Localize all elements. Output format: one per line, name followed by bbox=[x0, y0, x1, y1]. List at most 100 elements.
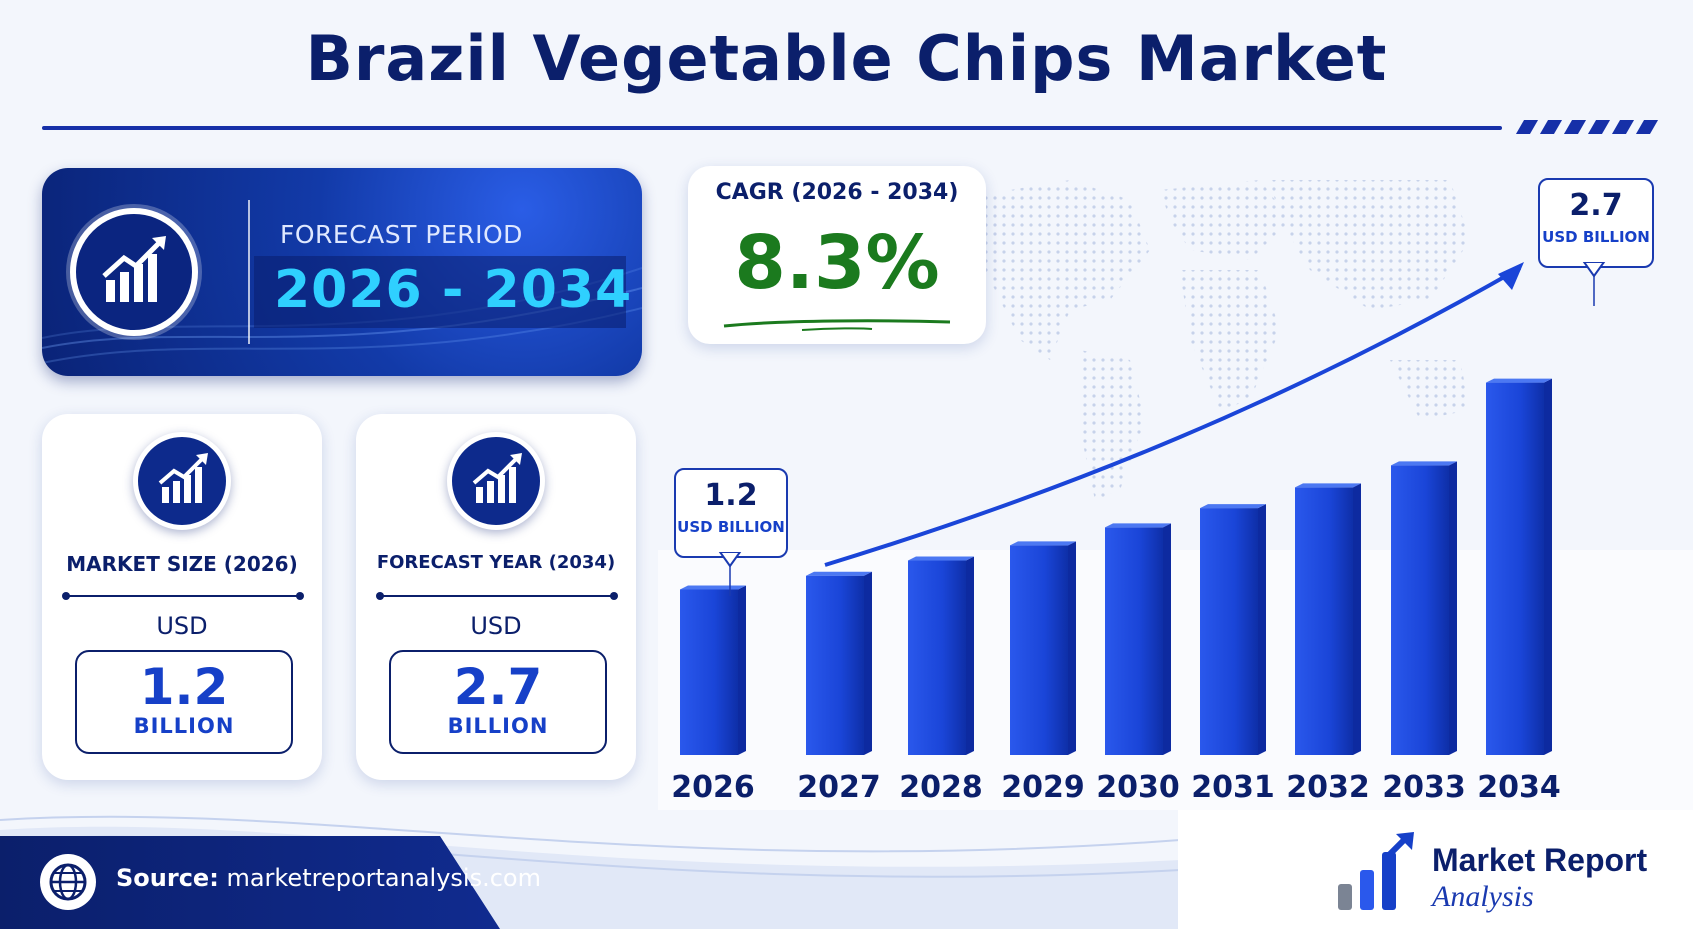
bar-2034 bbox=[1486, 378, 1552, 755]
bar-2026 bbox=[680, 585, 746, 755]
bar-top bbox=[1391, 461, 1457, 466]
title-stripe bbox=[1635, 120, 1659, 134]
callout-value: 2.7 bbox=[1569, 188, 1623, 223]
forecast-year-currency: USD bbox=[470, 612, 522, 640]
cagr-label: CAGR (2026 - 2034) bbox=[715, 180, 959, 205]
market-size-label: MARKET SIZE (2026) bbox=[66, 552, 298, 576]
world-map-backdrop bbox=[950, 180, 1470, 500]
x-tick-label: 2027 bbox=[797, 770, 881, 805]
title-rule bbox=[42, 126, 1502, 130]
forecast-period-banner: FORECAST PERIOD 2026 - 2034 bbox=[42, 168, 642, 376]
bar-chart: 2026 2027 2028 2029 2030 2031 2032 2033 2034 bbox=[658, 262, 1693, 810]
forecast-year-value-box: 2.7 BILLION bbox=[389, 650, 607, 754]
bar-side bbox=[864, 571, 872, 755]
bar-2032 bbox=[1295, 483, 1361, 755]
bar-top bbox=[1486, 378, 1552, 383]
trend-arrowhead bbox=[1498, 262, 1524, 290]
globe-icon bbox=[40, 854, 96, 910]
banner-divider bbox=[248, 200, 250, 344]
callout-unit: USD BILLION bbox=[1542, 228, 1650, 246]
title-stripe bbox=[1611, 120, 1635, 134]
logo-subtitle: Analysis bbox=[1432, 880, 1534, 913]
x-tick-label: 2032 bbox=[1286, 770, 1370, 805]
growth-chart-icon bbox=[447, 432, 545, 530]
title-stripe bbox=[1515, 120, 1539, 134]
source-label: Source: bbox=[116, 864, 219, 892]
bar-side bbox=[1353, 483, 1361, 755]
callout-pointer bbox=[1582, 262, 1606, 306]
bar-front bbox=[1391, 465, 1449, 755]
x-tick-label: 2026 bbox=[671, 770, 755, 805]
market-size-unit: BILLION bbox=[133, 714, 235, 738]
bar-front bbox=[1105, 527, 1163, 755]
forecast-range-box bbox=[254, 256, 626, 328]
bar-side bbox=[1544, 378, 1552, 755]
bar-top bbox=[1200, 504, 1266, 509]
bar-top bbox=[908, 556, 974, 561]
forecast-year-label: FORECAST YEAR (2034) bbox=[376, 552, 616, 573]
logo-area bbox=[1178, 810, 1693, 929]
trend-arrow bbox=[824, 266, 1521, 567]
callout-unit: USD BILLION bbox=[677, 518, 785, 536]
bar-side bbox=[1163, 523, 1171, 755]
source-text: Source: marketreportanalysis.com bbox=[116, 864, 541, 892]
forecast-range-value: 2026 - 2034 bbox=[274, 260, 633, 320]
card-rule bbox=[380, 595, 614, 597]
bar-side bbox=[738, 585, 746, 755]
bar-2033 bbox=[1391, 461, 1457, 755]
cagr-value: 8.3% bbox=[734, 220, 940, 306]
x-tick-label: 2029 bbox=[1001, 770, 1085, 805]
growth-chart-icon bbox=[133, 432, 231, 530]
bar-top bbox=[1295, 483, 1361, 488]
forecast-year-value: 2.7 bbox=[453, 658, 543, 716]
source-url[interactable]: marketreportanalysis.com bbox=[226, 864, 541, 892]
title-stripe bbox=[1539, 120, 1563, 134]
bar-2029 bbox=[1010, 541, 1076, 755]
bar-front bbox=[1486, 382, 1544, 755]
market-report-logo-icon bbox=[1338, 832, 1414, 910]
bar-2027 bbox=[806, 571, 872, 755]
callout-value: 1.2 bbox=[704, 478, 758, 513]
card-rule bbox=[66, 595, 300, 597]
market-size-currency: USD bbox=[156, 612, 208, 640]
bar-top bbox=[1010, 541, 1076, 546]
bar-side bbox=[1449, 461, 1457, 755]
bar-front bbox=[1200, 508, 1258, 755]
forecast-year-unit: BILLION bbox=[447, 714, 549, 738]
cagr-underline-swoosh bbox=[723, 319, 951, 331]
forecast-year-card: FORECAST YEAR (2034) USD 2.7 BILLION bbox=[356, 414, 636, 780]
bar-front bbox=[806, 575, 864, 755]
bar-front bbox=[1295, 487, 1353, 755]
callout-2034: 2.7 USD BILLION bbox=[1538, 178, 1654, 268]
bar-top bbox=[1105, 523, 1171, 528]
bar-front bbox=[908, 560, 966, 755]
market-size-value: 1.2 bbox=[139, 658, 229, 716]
x-tick-label: 2033 bbox=[1382, 770, 1466, 805]
bar-2028 bbox=[908, 556, 974, 755]
x-tick-label: 2030 bbox=[1096, 770, 1180, 805]
bar-top bbox=[806, 571, 872, 576]
market-size-value-box: 1.2 BILLION bbox=[75, 650, 293, 754]
bar-front bbox=[680, 589, 738, 755]
bar-front bbox=[1010, 545, 1068, 755]
x-tick-label: 2034 bbox=[1477, 770, 1561, 805]
bar-side bbox=[1068, 541, 1076, 755]
title-stripe bbox=[1587, 120, 1611, 134]
market-size-card: MARKET SIZE (2026) USD 1.2 BILLION bbox=[42, 414, 322, 780]
callout-pointer bbox=[718, 552, 742, 596]
page-title: Brazil Vegetable Chips Market bbox=[305, 22, 1388, 95]
x-tick-label: 2028 bbox=[899, 770, 983, 805]
cagr-card: CAGR (2026 - 2034) 8.3% bbox=[688, 166, 986, 344]
rule-dot bbox=[610, 592, 618, 600]
bar-2031 bbox=[1200, 504, 1266, 755]
bar-2030 bbox=[1105, 523, 1171, 755]
bar-side bbox=[1258, 504, 1266, 755]
x-tick-label: 2031 bbox=[1191, 770, 1275, 805]
callout-2026: 1.2 USD BILLION bbox=[674, 468, 788, 558]
rule-dot bbox=[296, 592, 304, 600]
forecast-period-label: FORECAST PERIOD bbox=[280, 220, 523, 249]
bar-side bbox=[966, 556, 974, 755]
logo-name: Market Report bbox=[1432, 842, 1648, 878]
growth-chart-icon bbox=[70, 208, 198, 336]
title-stripe bbox=[1563, 120, 1587, 134]
